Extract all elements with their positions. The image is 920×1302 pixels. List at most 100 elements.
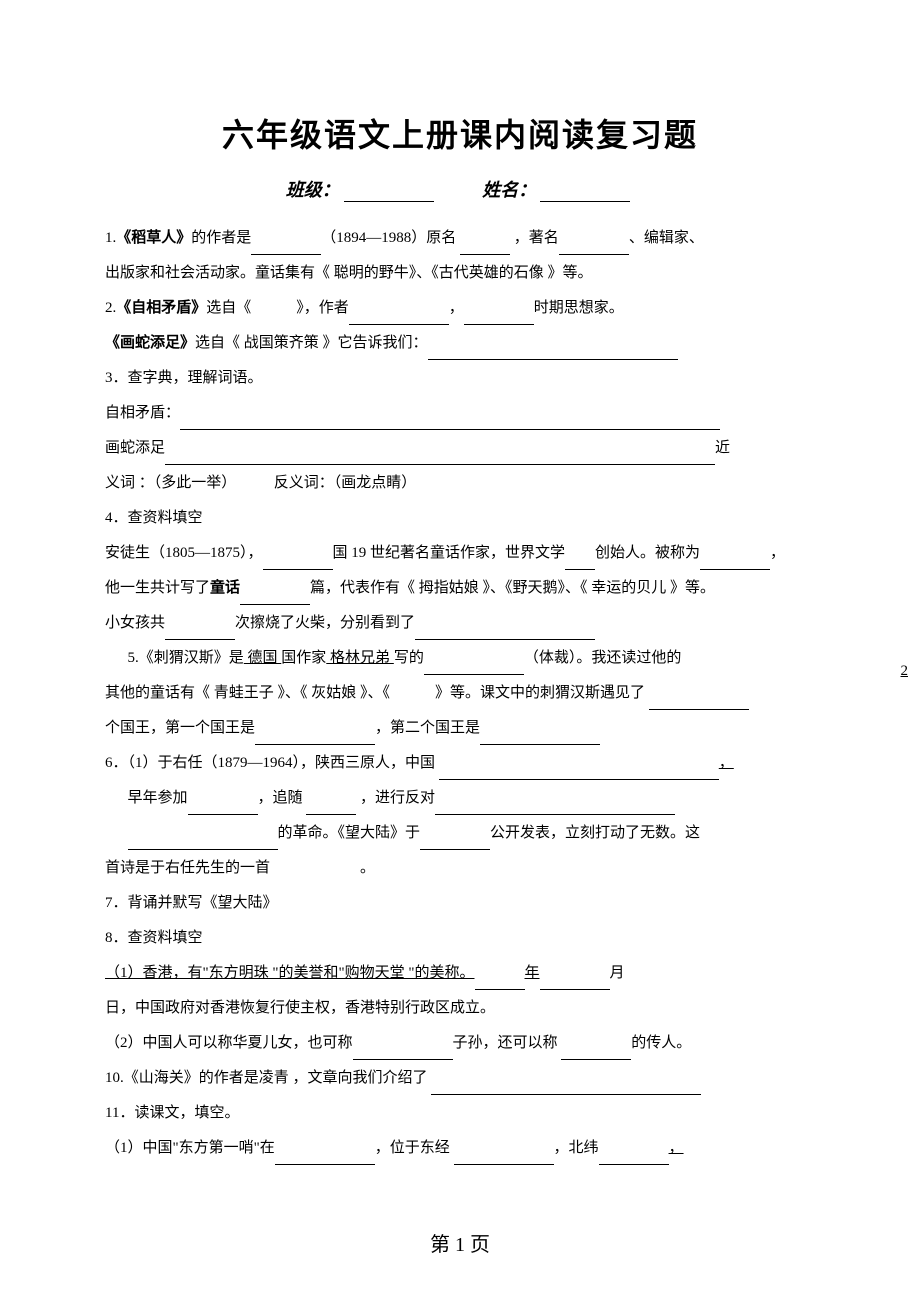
q1-t3: ，著名 bbox=[510, 230, 559, 246]
q1-t1: 的作者是 bbox=[191, 230, 251, 246]
blank bbox=[349, 309, 449, 325]
q3b-label: 画蛇添足 bbox=[105, 440, 165, 456]
blank bbox=[561, 1044, 631, 1060]
q2-t4: 选自《 战国策齐策 》它告诉我们： bbox=[195, 335, 428, 351]
blank bbox=[180, 414, 720, 430]
q5-mid2: 写的 bbox=[394, 650, 424, 666]
blank bbox=[428, 344, 678, 360]
q8: 8．查资料填空 bbox=[105, 922, 815, 955]
q8-t1b: 年 bbox=[525, 965, 540, 981]
q11-t1d: ， bbox=[669, 1140, 684, 1156]
blank bbox=[353, 1044, 453, 1060]
q5-t3b: ，第二个国王是 bbox=[375, 720, 480, 736]
blank bbox=[540, 974, 610, 990]
q8-t3b: 子孙，还可以称 bbox=[453, 1035, 562, 1051]
q11-t1c: ，北纬 bbox=[554, 1140, 599, 1156]
q2-t3: 时期思想家。 bbox=[534, 300, 624, 316]
blank bbox=[565, 554, 595, 570]
blank bbox=[420, 834, 490, 850]
q11-t1b: ，位于东经 bbox=[375, 1140, 454, 1156]
q10: 10.《山海关》的作者是凌青 ，文章向我们介绍了 bbox=[105, 1062, 815, 1095]
q4: 4．查资料填空 bbox=[105, 502, 815, 535]
q1-t2: （1894—1988）原名 bbox=[321, 230, 460, 246]
blank bbox=[255, 729, 375, 745]
q8-t3c: 的传人。 bbox=[631, 1035, 691, 1051]
q2-book: 《自相矛盾》 bbox=[116, 300, 206, 316]
q10-text: 10.《山海关》的作者是凌青 ，文章向我们介绍了 bbox=[105, 1070, 431, 1086]
q3: 3．查字典，理解词语。 bbox=[105, 362, 815, 395]
q5-line3: 个国王，第一个国王是 ，第二个国王是 bbox=[105, 712, 815, 745]
q5-line1: 5.《刺猬汉斯》是 德国 国作家 格林兄弟 写的（体裁）。我还读过他的 bbox=[105, 642, 815, 675]
blank bbox=[435, 799, 675, 815]
q4-t1d: ， bbox=[770, 545, 785, 561]
q8-t1c: 月 bbox=[610, 965, 625, 981]
blank bbox=[188, 799, 258, 815]
q11: 11．读课文，填空。 bbox=[105, 1097, 815, 1130]
q1-book: 《稻草人》 bbox=[116, 230, 191, 246]
blank bbox=[460, 239, 510, 255]
q8-line2: 日，中国政府对香港恢复行使主权，香港特别行政区成立。 bbox=[105, 992, 815, 1025]
page-title: 六年级语文上册课内阅读复习题 bbox=[105, 110, 815, 156]
q6-line2: 早年参加 ，追随 ，进行反对 bbox=[105, 782, 815, 815]
blank bbox=[165, 449, 715, 465]
q8-t3a: （2）中国人可以称华夏儿女，也可称 bbox=[105, 1035, 353, 1051]
q4-line1: 安徒生（1805—1875）， 国 19 世纪著名童话作家，世界文学 创始人。被称为… bbox=[105, 537, 815, 570]
q5-prefix: 5.《刺猬汉斯》是 bbox=[128, 650, 244, 666]
q3a-label: 自相矛盾： bbox=[105, 405, 180, 421]
blank bbox=[275, 1149, 375, 1165]
content-body: 1.《稻草人》的作者是（1894—1988）原名 ，著名、编辑家、 出版家和社会… bbox=[105, 222, 815, 1165]
q6-t3b: 公开发表，立刻打动了无数。这 bbox=[490, 825, 700, 841]
q2-line2: 《画蛇添足》选自《 战国策齐策 》它告诉我们： bbox=[105, 327, 815, 360]
blank bbox=[251, 239, 321, 255]
blank bbox=[306, 799, 356, 815]
q4-t1c: 创始人。被称为 bbox=[595, 545, 700, 561]
q6-t1a: 6．（1）于右任（1879—1964），陕西三原人，中国 bbox=[105, 755, 439, 771]
q5-u1: 德国 bbox=[244, 650, 282, 666]
page-footer: 第 1 页 bbox=[0, 1228, 920, 1257]
q2-t2: ， bbox=[449, 300, 464, 316]
q1-line1: 1.《稻草人》的作者是 （1894—1988）原名 ，著名 、编辑家、 bbox=[105, 222, 815, 255]
q1-num: 1. bbox=[105, 230, 116, 246]
q1-t4: 、编辑家、 bbox=[629, 230, 704, 246]
q2-num: 2. bbox=[105, 300, 116, 316]
q5-mid1: 国作家 bbox=[281, 650, 326, 666]
q6-t2c: ，进行反对 bbox=[356, 790, 435, 806]
blank bbox=[439, 764, 719, 780]
blank bbox=[700, 554, 770, 570]
class-label: 班级： bbox=[286, 180, 340, 200]
blank bbox=[431, 1079, 701, 1095]
blank bbox=[128, 834, 278, 850]
q4-t1b: 国 19 世纪著名童话作家，世界文学 bbox=[333, 545, 566, 561]
margin-number: 2 bbox=[901, 663, 909, 680]
class-blank bbox=[344, 184, 434, 202]
q5-line2: 其他的童话有《 青蛙王子 》、《 灰姑娘 》、《 》等。课文中的刺猬汉斯遇见了 bbox=[105, 677, 815, 710]
q11-line1: （1）中国"东方第一哨"在，位于东经 ，北纬， bbox=[105, 1132, 815, 1165]
blank bbox=[480, 729, 600, 745]
q8-t1a: （1）香港，有"东方明珠 "的美誉和"购物天堂 "的美称。 bbox=[105, 965, 475, 981]
blank bbox=[415, 624, 595, 640]
blank bbox=[559, 239, 629, 255]
blank bbox=[240, 589, 310, 605]
q4-t2b: 篇，代表作有《 拇指姑娘 》、《野天鹅》、《 幸运的贝儿 》等。 bbox=[310, 580, 715, 596]
blank bbox=[464, 309, 534, 325]
q5-t2: （体裁）。我还读过他的 bbox=[524, 650, 682, 666]
blank bbox=[649, 694, 749, 710]
q8-line1: （1）香港，有"东方明珠 "的美誉和"购物天堂 "的美称。 年 月 bbox=[105, 957, 815, 990]
q4-bold: 童话 bbox=[210, 580, 240, 596]
q6-t2b: ，追随 bbox=[258, 790, 307, 806]
q2-t1: 选自《 》，作者 bbox=[206, 300, 349, 316]
q6-t2a: 早年参加 bbox=[128, 790, 188, 806]
q3c: 义词 ：（多此一举） 反义词：（画龙点睛） bbox=[105, 467, 815, 500]
blank bbox=[424, 659, 524, 675]
blank bbox=[263, 554, 333, 570]
q5-t3a: 个国王，第一个国王是 bbox=[105, 720, 255, 736]
q4-t2a: 他一生共计写了 bbox=[105, 580, 210, 596]
q3b: 画蛇添足 近 bbox=[105, 432, 815, 465]
blank bbox=[599, 1149, 669, 1165]
student-info: 班级： 姓名： bbox=[105, 176, 815, 202]
q6-t3a: 的革命。《望大陆》于 bbox=[278, 825, 421, 841]
q3b-suffix: 近 bbox=[715, 440, 730, 456]
q4-t1a: 安徒生（1805—1875）， bbox=[105, 545, 263, 561]
q6-t1b: ， bbox=[719, 755, 734, 771]
q6-line1: 6．（1）于右任（1879—1964），陕西三原人，中国 ， bbox=[105, 747, 815, 780]
